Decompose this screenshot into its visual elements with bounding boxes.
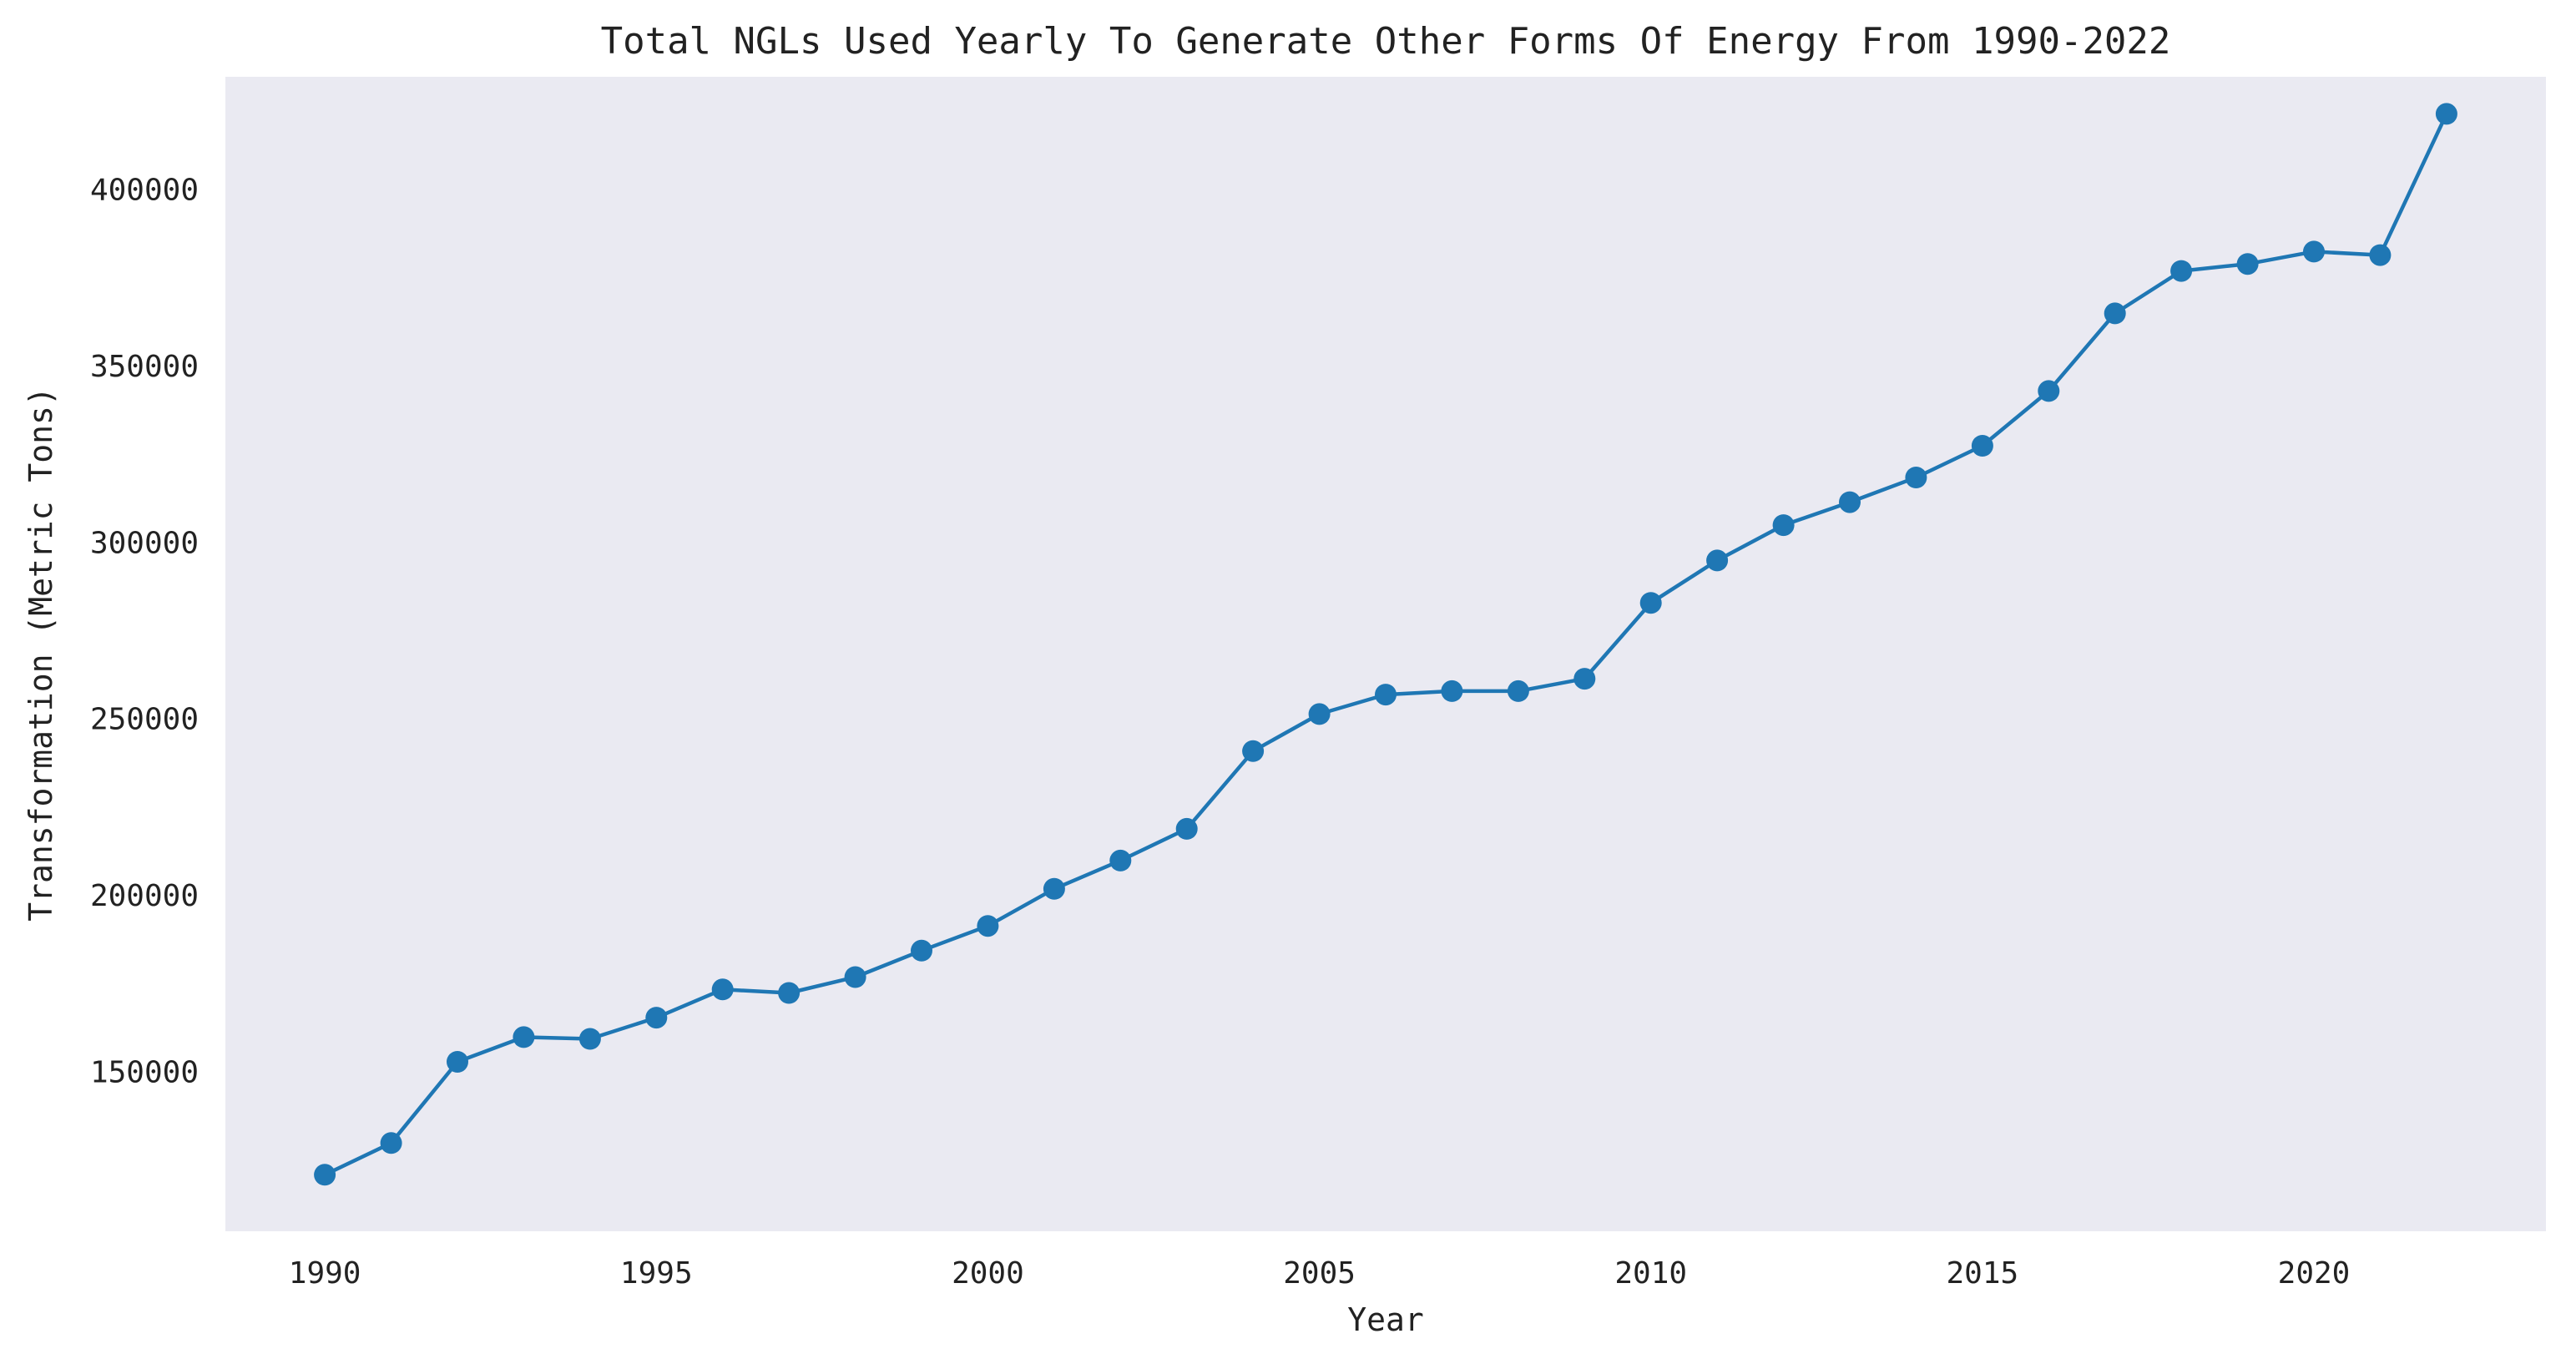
y-tick-label: 300000 <box>90 526 199 560</box>
data-point <box>1971 435 1993 457</box>
data-point <box>513 1026 535 1048</box>
data-point <box>778 982 801 1004</box>
x-tick-label: 2020 <box>2278 1256 2351 1291</box>
y-tick-label: 350000 <box>90 350 199 384</box>
data-point <box>1706 549 1729 572</box>
data-point <box>2038 380 2060 402</box>
x-tick-label: 1990 <box>289 1256 361 1291</box>
data-point <box>1772 514 1795 537</box>
x-tick-label: 1995 <box>620 1256 693 1291</box>
plot-area <box>225 77 2546 1231</box>
data-point <box>711 978 734 1001</box>
data-point <box>578 1028 601 1050</box>
data-point <box>1839 491 1861 513</box>
y-tick-label: 200000 <box>90 879 199 913</box>
data-point <box>2435 103 2457 125</box>
data-point <box>1242 740 1265 762</box>
x-tick-label: 2015 <box>1947 1256 2019 1291</box>
data-point <box>844 966 866 988</box>
x-tick-label: 2000 <box>952 1256 1024 1291</box>
x-axis-label: Year <box>1347 1301 1424 1338</box>
data-point <box>2369 244 2392 266</box>
data-point <box>977 915 999 937</box>
data-point <box>1573 668 1596 690</box>
data-point <box>1308 703 1331 725</box>
data-point <box>380 1132 402 1154</box>
data-point <box>1375 684 1397 706</box>
data-point <box>1175 817 1198 840</box>
data-point <box>1507 679 1529 702</box>
data-point <box>1043 877 1065 900</box>
x-axis-ticks: 1990 1995 2000 2005 2010 2015 2020 <box>289 1256 2351 1291</box>
data-point <box>1905 467 1927 488</box>
series-layer <box>314 103 2457 1186</box>
x-tick-label: 2010 <box>1614 1256 1687 1291</box>
data-point <box>645 1007 668 1029</box>
y-tick-label: 400000 <box>90 173 199 207</box>
data-point <box>2236 253 2259 275</box>
data-point <box>2170 260 2193 282</box>
x-tick-label: 2005 <box>1283 1256 1356 1291</box>
data-point <box>447 1051 468 1073</box>
y-tick-label: 250000 <box>90 703 199 737</box>
data-point <box>314 1164 336 1186</box>
data-point <box>911 939 932 962</box>
y-tick-label: 150000 <box>90 1056 199 1090</box>
chart-title: Total NGLs Used Yearly To Generate Other… <box>601 20 2171 63</box>
y-axis-ticks: 150000 200000 250000 300000 350000 400000 <box>90 173 199 1089</box>
data-point <box>2303 240 2325 263</box>
data-point <box>1639 592 1662 614</box>
data-point <box>1441 679 1463 702</box>
data-point <box>1109 849 1132 871</box>
y-axis-label: Transformation (Metric Tons) <box>23 386 59 922</box>
data-point <box>2104 302 2126 325</box>
